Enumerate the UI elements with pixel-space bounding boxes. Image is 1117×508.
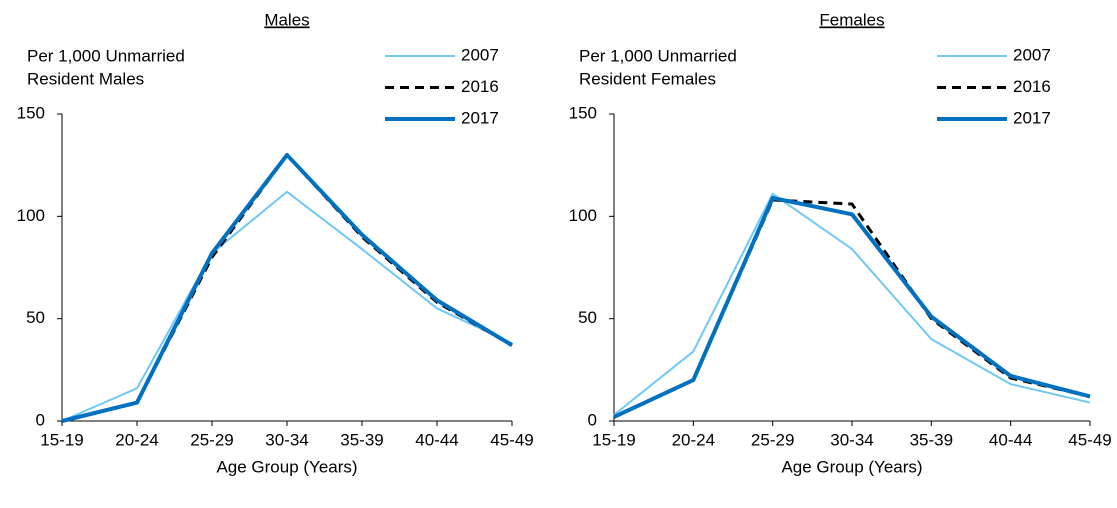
legend-label: 2007 xyxy=(1013,45,1051,64)
legend-label: 2007 xyxy=(461,45,499,64)
y-axis-label: Per 1,000 Unmarried xyxy=(579,46,737,65)
series-line xyxy=(61,152,514,423)
y-tick-label: 50 xyxy=(578,308,597,327)
x-tick-label: 35-39 xyxy=(910,430,953,449)
legend-label: 2016 xyxy=(461,77,499,96)
x-tick-label: 25-29 xyxy=(751,430,794,449)
chart-title: Females xyxy=(819,10,884,29)
y-axis-label: Per 1,000 Unmarried xyxy=(27,46,185,65)
x-tick-label: 30-34 xyxy=(265,430,308,449)
y-tick-label: 100 xyxy=(17,206,45,225)
legend-label: 2017 xyxy=(1013,108,1051,127)
x-tick-label: 35-39 xyxy=(340,430,383,449)
x-axis-label: Age Group (Years) xyxy=(216,457,357,476)
x-tick-label: 40-44 xyxy=(989,430,1032,449)
y-axis-label: Resident Males xyxy=(27,69,144,88)
y-axis-label: Resident Females xyxy=(579,69,716,88)
series-line xyxy=(61,190,513,422)
y-tick-label: 0 xyxy=(588,410,597,429)
x-tick-label: 25-29 xyxy=(190,430,233,449)
series-line xyxy=(613,195,1091,419)
y-tick-label: 150 xyxy=(17,103,45,122)
legend-label: 2017 xyxy=(461,108,499,127)
y-tick-label: 100 xyxy=(569,206,597,225)
chart-title: Males xyxy=(264,10,309,29)
x-tick-label: 20-24 xyxy=(672,430,715,449)
x-tick-label: 15-19 xyxy=(40,430,83,449)
x-tick-label: 45-49 xyxy=(1068,430,1111,449)
x-tick-label: 30-34 xyxy=(830,430,873,449)
x-tick-label: 45-49 xyxy=(490,430,533,449)
legend-label: 2016 xyxy=(1013,77,1051,96)
x-tick-label: 40-44 xyxy=(415,430,458,449)
y-tick-label: 50 xyxy=(26,308,45,327)
x-axis-label: Age Group (Years) xyxy=(781,457,922,476)
x-tick-label: 15-19 xyxy=(592,430,635,449)
series-line xyxy=(613,192,1091,416)
y-tick-label: 150 xyxy=(569,103,597,122)
series-line xyxy=(61,153,513,423)
x-tick-label: 20-24 xyxy=(115,430,158,449)
y-tick-label: 0 xyxy=(36,410,45,429)
